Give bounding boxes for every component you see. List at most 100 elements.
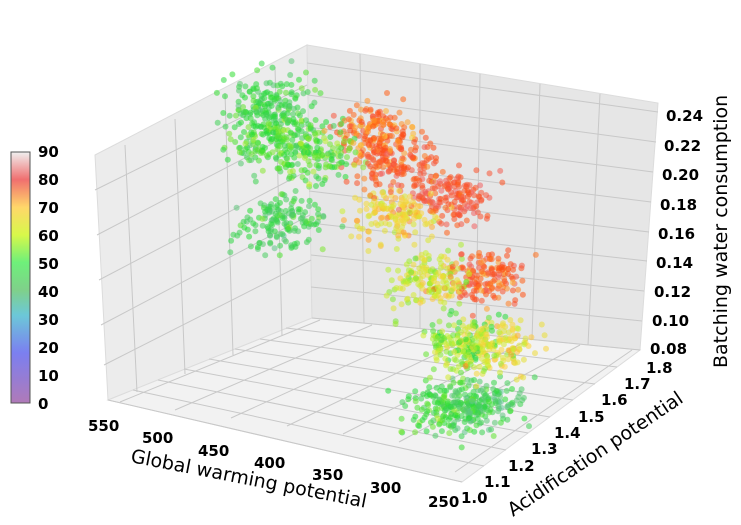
scatter-point [431,160,437,167]
scatter-point [492,398,499,405]
scatter-point [418,210,425,217]
scatter-point [443,292,449,299]
scatter-point [459,379,466,386]
scatter-point [279,132,286,139]
scatter-point [292,95,299,102]
scatter-point [335,171,342,178]
scatter-point [399,128,406,135]
scatter-point [354,180,361,187]
scatter-point [485,270,492,277]
scatter-point [476,397,483,404]
y-tick-label: 1.0 [461,489,488,507]
scatter-point [423,267,430,274]
scatter-point [520,356,527,363]
x-tick-label: 550 [88,417,119,435]
scatter-point [473,167,480,174]
scatter-point [483,287,490,294]
scatter-point [429,199,436,206]
scatter-point [380,164,387,171]
scatter-point [290,116,297,123]
scatter-point [488,426,495,433]
scatter-point [432,179,439,186]
scatter-point [531,374,538,381]
scatter-point [389,296,396,303]
scatter-point [543,345,549,352]
scatter-point [458,251,465,258]
scatter-point [284,116,290,123]
scatter-point [435,288,442,295]
scatter-point [499,412,506,419]
scatter-point [296,112,303,119]
scatter-point [412,255,419,262]
scatter-point [388,277,395,284]
scatter-point [269,64,276,71]
scatter-point [454,265,461,272]
scatter-point [442,355,449,362]
scatter-point [501,328,507,335]
scatter-point [288,151,295,158]
scatter-point [237,80,243,87]
scatter-point [401,165,407,172]
scatter-point [241,224,248,231]
scatter-point [263,112,270,118]
scatter-point [371,198,377,205]
scatter-point [316,138,323,145]
scatter-point [220,146,227,153]
scatter-point [363,206,370,212]
scatter-point [507,317,514,323]
scatter-point [404,119,411,126]
scatter-point [341,138,348,145]
scatter-point [473,296,480,303]
scatter-point [434,406,441,413]
scatter-point [444,229,450,236]
scatter-point [532,350,538,357]
scatter-point [384,137,391,144]
scatter-point [439,168,446,175]
scatter-point [237,144,244,151]
scatter-point [434,215,441,222]
scatter-point [252,178,259,185]
scatter-point [339,223,346,230]
scatter-point [478,297,485,304]
scatter-point [313,221,320,228]
colorbar-tick-label: 10 [38,367,59,385]
scatter-point [390,201,397,208]
scatter-point [519,291,526,298]
scatter-point [248,157,255,164]
scatter-point [383,292,390,299]
scatter-point [397,275,404,282]
z-tick-label: 0.10 [652,312,689,330]
scatter-point [466,271,473,278]
z-axis-ticks: 0.08 0.10 0.12 0.14 0.16 0.18 0.20 0.22 … [650,107,703,358]
scatter-point [436,318,443,325]
scatter-point [239,92,246,99]
scatter-point [271,97,278,104]
scatter-point [427,268,434,275]
scatter-point [292,188,299,194]
scatter-point [250,97,257,104]
scatter-point [356,196,363,203]
scatter-point [303,69,309,76]
scatter-point [368,221,375,227]
scatter-point [463,395,470,402]
scatter-point [245,124,252,131]
scatter-point [417,299,424,306]
scatter-point [497,167,504,174]
scatter-point [451,349,458,355]
scatter-point [513,376,520,383]
scatter-point [402,214,409,221]
scatter-point [300,108,306,115]
scatter-point [362,107,369,114]
scatter-point [502,396,509,403]
scatter-point [379,214,386,221]
scatter-point [491,419,498,426]
scatter-point [463,279,470,286]
scatter-point [497,419,504,426]
scatter-point [509,287,516,294]
scatter-point [458,337,464,344]
scatter-point [286,173,293,180]
scatter-point [307,122,314,129]
scatter-point [267,239,274,246]
scatter-point [286,103,293,110]
scatter-point [325,150,331,157]
